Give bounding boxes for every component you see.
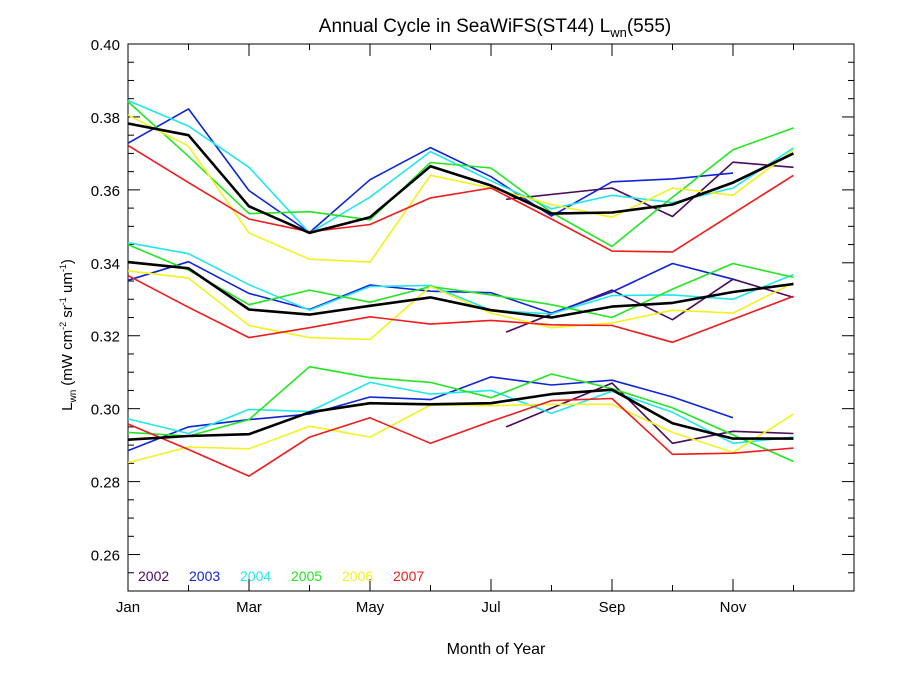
y-axis-label-units-sr: sr	[59, 305, 76, 322]
y-axis-label-sup-3: -1	[58, 264, 68, 272]
series-line-2004-group-2	[127, 241, 794, 315]
series-line-2002-group-3	[505, 382, 794, 445]
y-tick-label: 0.36	[91, 183, 120, 200]
series-line-2006-group-1	[127, 114, 794, 263]
y-axis-label-sup-2: -1	[58, 297, 68, 305]
y-tick-label: 0.40	[91, 37, 120, 54]
series-line-2005-group-3	[127, 365, 794, 463]
legend-entry-2005: 2005	[291, 568, 322, 584]
series-line-2007-group-3	[127, 397, 794, 477]
mean-series-line-group-3	[127, 388, 794, 441]
series-line-2006-group-2	[127, 270, 794, 341]
legend-entry-2007: 2007	[393, 568, 424, 584]
series-line-2003-group-2	[127, 260, 734, 314]
series-line-2005-group-1	[127, 101, 794, 248]
legend-entry-2004: 2004	[240, 568, 271, 584]
y-tick-label: 0.34	[91, 256, 120, 273]
y-tick-label: 0.32	[91, 329, 120, 346]
y-axis: 0.26 0.28 0.30 0.32 0.34 0.36 0.38 0.40	[91, 37, 854, 574]
legend: 2002 2003 2004 2005 2006 2007	[138, 568, 424, 584]
chart-title-tail: (555)	[627, 16, 671, 37]
series-line-2007-group-1	[127, 144, 794, 253]
plot-frame	[127, 43, 855, 592]
y-axis-label-units: (mW cm	[59, 330, 76, 386]
series-line-2005-group-2	[127, 243, 794, 319]
series-line-2003-group-3	[127, 376, 734, 452]
chart-title-subscript: wn	[609, 25, 627, 40]
y-tick-label: 0.30	[91, 402, 120, 419]
series-line-2004-group-3	[127, 381, 794, 445]
series-line-2007-group-2	[127, 274, 794, 344]
y-axis-label: Lwn(mW cm-2 sr-1 um-1)	[58, 259, 79, 411]
y-axis-label-units-um: um	[59, 272, 76, 297]
x-tick-label: Mar	[236, 599, 262, 616]
y-axis-label-main: L	[59, 403, 76, 411]
series-line-2006-group-3	[127, 403, 794, 464]
y-tick-label: 0.28	[91, 475, 120, 492]
series-line-2004-group-1	[127, 99, 794, 234]
mean-series-line-group-1	[127, 122, 795, 235]
legend-entry-2002: 2002	[138, 568, 169, 584]
y-axis-label-close: )	[59, 259, 76, 264]
series-line-2002-group-1	[506, 161, 794, 218]
plot-border	[127, 43, 855, 592]
x-tick-label: Jan	[116, 599, 140, 616]
x-tick-label: Sep	[599, 599, 626, 616]
y-axis-label-subscript: wn	[68, 390, 79, 404]
x-axis: Jan Mar May Jul Sep Nov	[116, 44, 794, 616]
chart-title: Annual Cycle in SeaWiFS(ST44) Lwn(555)	[319, 16, 671, 40]
x-tick-label: Jul	[481, 599, 500, 616]
legend-entry-2006: 2006	[342, 568, 373, 584]
legend-entry-2003: 2003	[189, 568, 220, 584]
series-lines	[127, 99, 795, 477]
x-tick-label: May	[356, 599, 385, 616]
x-tick-label: Nov	[720, 599, 747, 616]
x-axis-label: Month of Year	[447, 641, 546, 658]
chart-title-main: Annual Cycle in SeaWiFS(ST44) L	[319, 16, 610, 37]
mean-series-line-group-2	[127, 260, 794, 319]
y-tick-label: 0.26	[91, 548, 120, 565]
series-line-2003-group-1	[127, 108, 734, 234]
y-axis-label-sup-1: -2	[58, 322, 68, 330]
y-tick-label: 0.38	[91, 110, 120, 127]
